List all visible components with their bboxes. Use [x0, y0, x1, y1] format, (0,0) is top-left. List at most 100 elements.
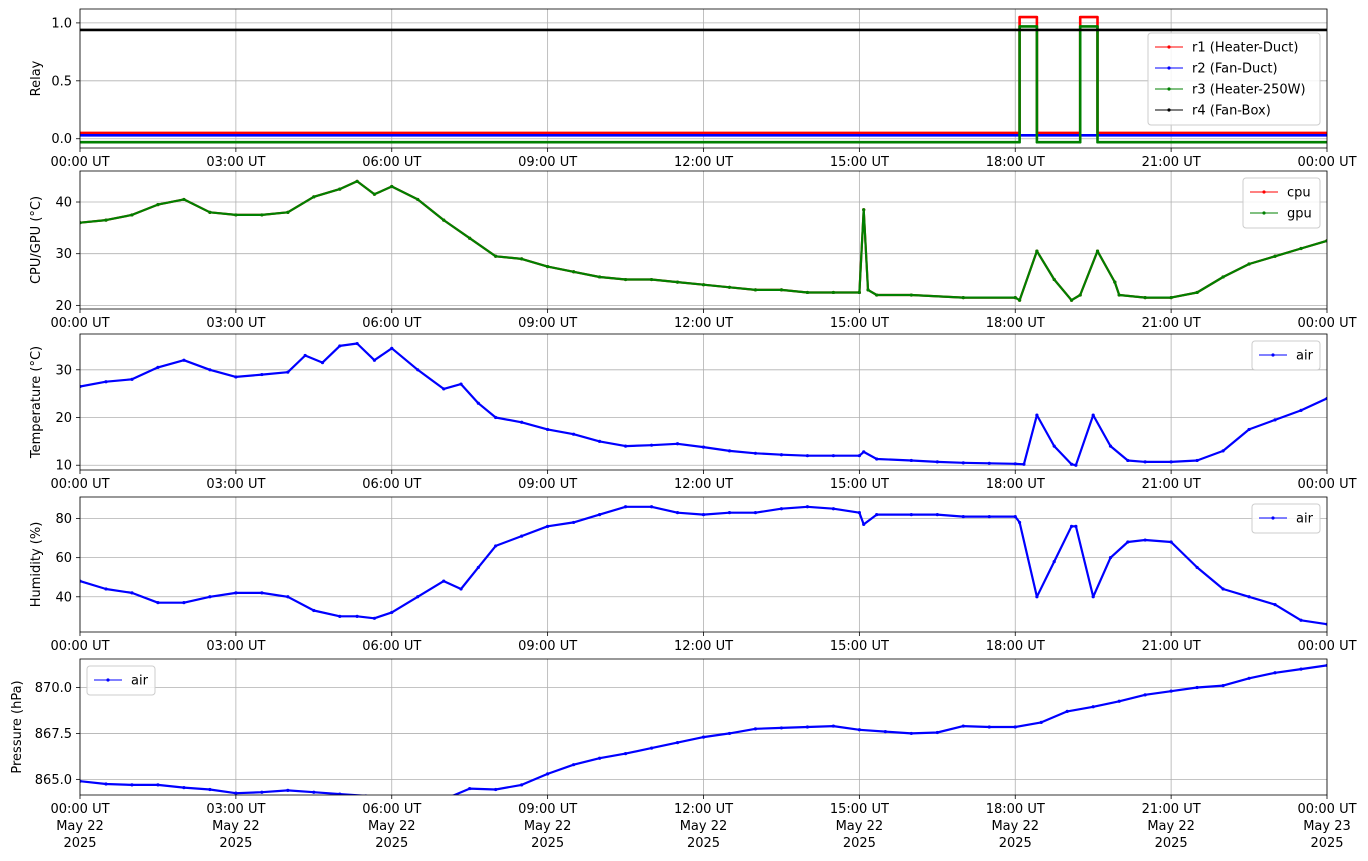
data-point: [1013, 296, 1017, 300]
data-point: [875, 513, 879, 517]
data-point: [1017, 298, 1022, 302]
data-point: [1247, 427, 1251, 432]
data-point: [1299, 246, 1303, 251]
data-point: [1096, 25, 1099, 28]
y-tick-label: 30: [55, 363, 72, 378]
data-point: [1247, 262, 1251, 266]
data-point: [156, 783, 160, 787]
data-point: [701, 445, 706, 449]
series-line-r3: [80, 25, 1327, 144]
data-point: [494, 254, 498, 258]
x-tick-label: 12:00 UT: [674, 639, 733, 654]
data-point: [1018, 141, 1021, 144]
x-tick-label: 09:00 UT: [518, 155, 577, 170]
data-point: [208, 210, 212, 214]
data-point: [1018, 16, 1021, 19]
y-tick-label: 870.0: [35, 681, 72, 696]
data-point: [1108, 444, 1113, 448]
legend-marker: [106, 678, 110, 682]
data-point: [1169, 296, 1173, 300]
data-point: [649, 505, 654, 509]
data-point: [961, 724, 965, 728]
legend: r1 (Heater-Duct) r2 (Fan-Duct) r3 (Heater-…: [1147, 32, 1321, 126]
legend-marker: [1262, 211, 1266, 215]
data-point: [649, 746, 654, 750]
data-point: [459, 382, 463, 386]
data-point: [1096, 16, 1099, 19]
legend-marker: [1167, 45, 1171, 49]
data-point: [1299, 408, 1303, 412]
data-point: [1079, 16, 1082, 19]
data-point: [1018, 25, 1021, 28]
data-point: [1247, 676, 1251, 680]
data-point: [1069, 298, 1074, 302]
legend-box: [1251, 503, 1321, 534]
data-point: [520, 420, 524, 424]
data-point: [468, 786, 472, 791]
data-point: [572, 520, 576, 525]
legend: air: [1251, 503, 1321, 534]
legend-marker: [1167, 87, 1171, 91]
legend-label: air: [1296, 512, 1314, 527]
data-point: [1035, 413, 1039, 417]
data-point: [208, 368, 212, 372]
y-tick-label: 60: [55, 551, 72, 566]
x-tick-label: 00:00 UT: [1297, 316, 1356, 331]
data-point: [1126, 540, 1130, 544]
data-point: [390, 346, 394, 350]
series-group: [80, 15, 1327, 144]
x-tick-label: 12:00 UT: [674, 802, 733, 817]
data-point: [234, 375, 238, 379]
data-point: [831, 507, 835, 511]
x-tick-label: 03:00 UT: [206, 477, 265, 492]
legend-marker: [1271, 516, 1275, 520]
legend-label: r3 (Heater-250W): [1192, 83, 1306, 98]
x-date-label: May 23: [1303, 819, 1351, 834]
data-point: [1074, 524, 1078, 528]
data-point: [1299, 667, 1303, 671]
x-tick-label: 06:00 UT: [362, 155, 421, 170]
data-point: [1074, 463, 1078, 467]
x-tick-label: 09:00 UT: [518, 802, 577, 817]
x-tick-label: 00:00 UT: [1297, 639, 1356, 654]
x-tick-label: 18:00 UT: [986, 639, 1045, 654]
data-point: [1091, 705, 1095, 709]
x-tick-label: 15:00 UT: [830, 639, 889, 654]
y-tick-label: 0.0: [51, 132, 72, 147]
data-point: [883, 729, 887, 734]
data-point: [753, 288, 758, 292]
data-point: [1091, 595, 1095, 599]
data-point: [1091, 413, 1095, 417]
x-year-label: 2025: [999, 836, 1032, 851]
data-point: [1143, 460, 1147, 464]
x-tick-label: 21:00 UT: [1142, 477, 1201, 492]
data-point: [1299, 618, 1303, 622]
data-point: [416, 796, 419, 799]
data-point: [1052, 444, 1056, 448]
data-point: [649, 277, 654, 282]
x-tick-label: 15:00 UT: [830, 802, 889, 817]
legend-marker: [1271, 353, 1275, 357]
data-point: [494, 415, 498, 420]
legend-box: [1251, 340, 1321, 371]
x-tick-label: 12:00 UT: [674, 155, 733, 170]
data-point: [1096, 141, 1099, 144]
data-point: [753, 511, 758, 515]
x-tick-label: 03:00 UT: [206, 802, 265, 817]
data-point: [649, 443, 654, 447]
data-point: [675, 511, 680, 515]
data-point: [623, 444, 628, 448]
legend-marker: [1262, 190, 1266, 194]
data-point: [338, 344, 342, 348]
data-point: [182, 197, 186, 202]
x-tick-label: 06:00 UT: [362, 477, 421, 492]
data-point: [459, 587, 463, 591]
x-tick-label: 03:00 UT: [206, 155, 265, 170]
legend-box: [1242, 177, 1321, 229]
data-point: [476, 565, 480, 570]
legend-label: gpu: [1287, 207, 1312, 222]
data-point: [875, 293, 879, 297]
data-point: [1126, 458, 1130, 463]
data-point: [312, 608, 316, 613]
x-tick-label: 21:00 UT: [1142, 155, 1201, 170]
